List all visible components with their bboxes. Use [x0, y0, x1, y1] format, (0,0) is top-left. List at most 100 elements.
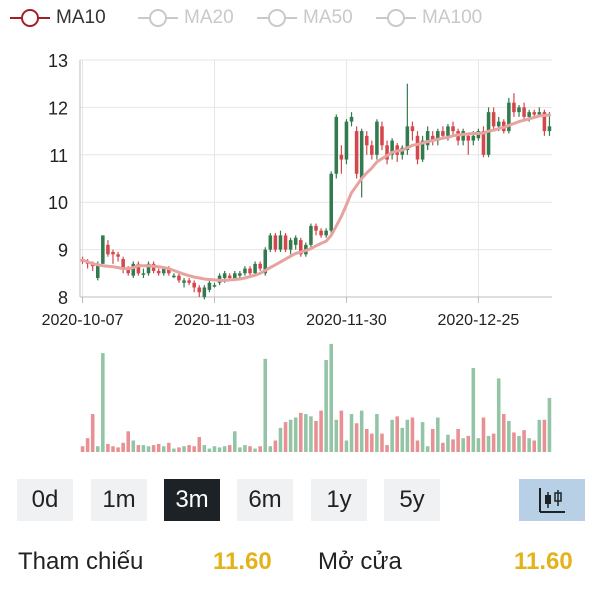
volume-bar	[161, 446, 166, 452]
candle-body	[344, 121, 349, 160]
candle-body	[111, 251, 115, 255]
candle	[131, 261, 136, 279]
candle	[243, 266, 247, 276]
candle-body	[319, 230, 323, 236]
volume-bar	[106, 443, 110, 452]
tab-1y[interactable]: 1y	[311, 479, 367, 521]
candle	[334, 114, 339, 179]
reference-price-label: Tham chiếu	[18, 548, 144, 575]
volume-bar	[430, 429, 435, 452]
y-axis-ticks: 8 9 10 11 12 13	[48, 51, 68, 308]
volume-bar	[496, 378, 501, 452]
tab-3m[interactable]: 3m	[164, 479, 220, 521]
candle	[491, 107, 496, 132]
candle-body	[192, 282, 196, 288]
candle-body	[380, 126, 384, 146]
candle	[425, 126, 430, 151]
volume-bar	[481, 417, 486, 452]
candle	[192, 280, 196, 293]
volume-bar	[293, 417, 298, 452]
x-axis-ticks: 2020-10-07 2020-11-03 2020-11-30 2020-12-25	[42, 297, 519, 329]
tab-5y[interactable]: 5y	[384, 479, 440, 521]
open-price-label: Mở cửa	[318, 548, 402, 575]
candle	[202, 285, 207, 300]
candle	[370, 140, 374, 160]
volume-bar	[187, 445, 191, 452]
volume-bar	[547, 397, 552, 452]
legend-ma100-label: MA100	[422, 7, 483, 28]
volume-bar	[202, 445, 207, 452]
candle	[116, 251, 120, 262]
candle-body	[263, 249, 268, 274]
volume-bar	[359, 410, 364, 452]
volume-bar	[212, 446, 217, 452]
candle	[288, 237, 293, 255]
tab-0d[interactable]: 0d	[17, 479, 73, 521]
price-chart[interactable]: 8 9 10 11 12 13 2020-10-07 2020-11-03 2020-11-3…	[0, 40, 600, 460]
candle-body	[532, 112, 537, 115]
candle-body	[471, 135, 476, 141]
volume-bar	[491, 433, 496, 452]
candle-body	[233, 273, 237, 279]
ma100-line-icon	[376, 9, 416, 27]
legend-ma100[interactable]: MA100	[376, 4, 482, 32]
candle	[329, 171, 334, 234]
candle-body	[446, 126, 450, 136]
candle-body	[512, 102, 516, 113]
candle	[400, 145, 405, 160]
volume-bar	[177, 447, 181, 452]
candle-body	[324, 230, 328, 236]
candle-body	[227, 275, 232, 279]
candle	[441, 126, 445, 139]
candle-body	[167, 268, 171, 274]
timeframe-tabs: 0d 1m 3m 6m 1y 5y	[0, 479, 600, 521]
candle-body	[542, 112, 547, 132]
volume-bar	[156, 443, 161, 452]
candle	[405, 83, 410, 155]
candle-body	[182, 280, 186, 283]
ma10-line-layer	[81, 113, 551, 282]
candle	[410, 121, 415, 141]
candle-body	[212, 285, 217, 287]
volume-bar	[375, 414, 379, 452]
candle	[380, 121, 384, 151]
candle-body	[146, 263, 151, 274]
candle	[248, 266, 252, 276]
volume-bar	[116, 447, 120, 452]
ma20-line-icon	[138, 9, 178, 27]
tab-6m[interactable]: 6m	[237, 479, 293, 521]
volume-bar	[364, 429, 369, 452]
candle	[339, 145, 344, 174]
volume-bar	[451, 439, 455, 452]
candle	[430, 131, 435, 146]
indicator-button[interactable]	[519, 479, 585, 521]
legend-ma20[interactable]: MA20	[138, 4, 234, 32]
y-tick-label: 9	[58, 241, 68, 261]
volume-bar	[309, 416, 313, 452]
candle-body	[161, 268, 166, 274]
tab-1m[interactable]: 1m	[91, 479, 147, 521]
candle	[156, 268, 161, 276]
y-tick-label: 10	[48, 193, 68, 213]
candle	[451, 121, 455, 136]
candle-body	[222, 273, 227, 279]
volume-bar	[243, 445, 247, 452]
candle	[517, 105, 521, 117]
candle-body	[410, 126, 415, 132]
volume-bar	[288, 419, 293, 452]
legend-ma50[interactable]: MA50	[257, 4, 353, 32]
volume-bar	[111, 446, 115, 452]
legend-ma20-label: MA20	[184, 7, 234, 28]
legend-ma10[interactable]: MA10	[10, 4, 106, 32]
candle-body	[517, 107, 521, 113]
volume-bar	[456, 429, 460, 452]
candle	[182, 278, 186, 288]
candle-body	[370, 145, 374, 155]
candle	[111, 249, 115, 264]
candle	[121, 256, 125, 274]
candle	[375, 119, 379, 160]
volume-bar	[542, 419, 547, 452]
candle-body	[334, 116, 339, 174]
candle	[461, 128, 465, 146]
candle	[283, 233, 288, 252]
